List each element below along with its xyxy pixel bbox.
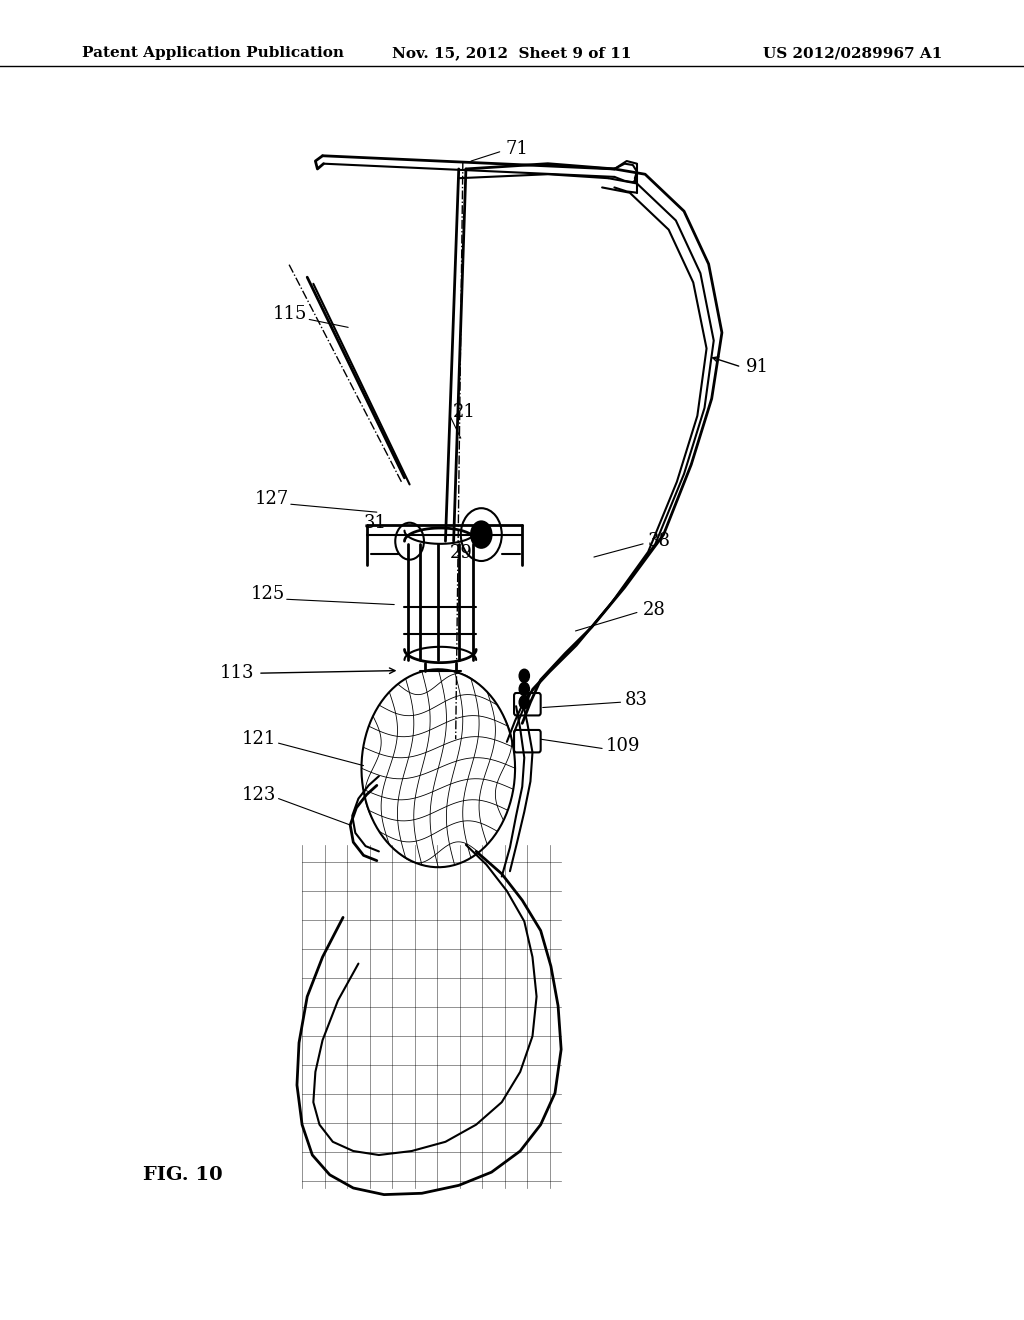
Text: 31: 31 — [365, 513, 387, 532]
Circle shape — [471, 521, 492, 548]
Text: 123: 123 — [242, 785, 276, 804]
Circle shape — [519, 682, 529, 696]
Text: Nov. 15, 2012  Sheet 9 of 11: Nov. 15, 2012 Sheet 9 of 11 — [392, 46, 632, 61]
Text: 38: 38 — [647, 532, 670, 550]
Text: 83: 83 — [625, 690, 647, 709]
Text: 29: 29 — [451, 544, 473, 562]
Text: 121: 121 — [242, 730, 276, 748]
Text: 28: 28 — [643, 601, 666, 619]
Circle shape — [519, 696, 529, 709]
Text: FIG. 10: FIG. 10 — [143, 1166, 223, 1184]
Text: 21: 21 — [453, 403, 475, 421]
Text: 71: 71 — [506, 140, 528, 158]
Text: 91: 91 — [745, 358, 768, 376]
Text: 109: 109 — [606, 737, 641, 755]
Circle shape — [519, 669, 529, 682]
Text: US 2012/0289967 A1: US 2012/0289967 A1 — [763, 46, 942, 61]
Text: 115: 115 — [272, 305, 307, 323]
Text: 113: 113 — [219, 664, 254, 682]
Text: 127: 127 — [255, 490, 289, 508]
Text: Patent Application Publication: Patent Application Publication — [82, 46, 344, 61]
Text: 125: 125 — [251, 585, 285, 603]
